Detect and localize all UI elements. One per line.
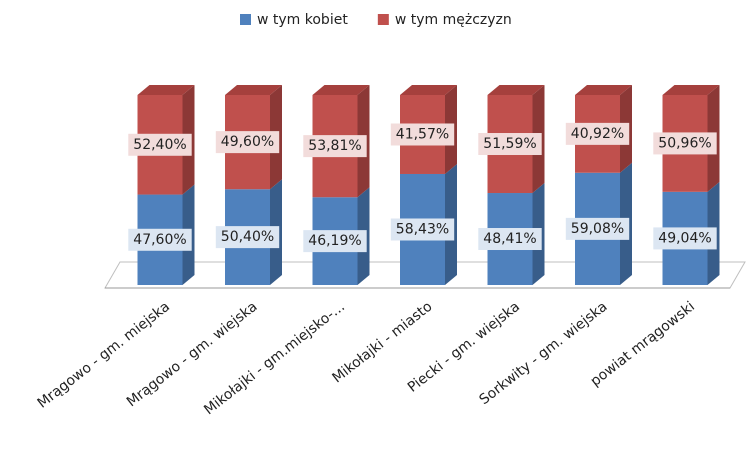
value-label-bg <box>128 228 192 251</box>
value-label: 46,19% <box>308 233 361 249</box>
bar-top <box>487 85 545 95</box>
value-label: 49,04% <box>658 230 711 246</box>
value-label-bg <box>390 218 455 241</box>
value-label: 41,57% <box>396 126 449 142</box>
value-label-bg <box>303 230 367 253</box>
bar-top <box>575 85 632 95</box>
value-label: 50,40% <box>221 229 274 245</box>
bar-top <box>225 85 282 95</box>
value-label-bg <box>478 133 542 156</box>
value-label-bg <box>653 227 717 250</box>
value-label: 52,40% <box>133 137 186 153</box>
value-label-bg <box>565 122 630 145</box>
value-label: 51,59% <box>483 136 536 152</box>
value-label-bg <box>128 133 192 156</box>
bar-top <box>400 85 457 95</box>
legend-label: w tym mężczyzn <box>395 12 512 28</box>
value-label: 40,92% <box>571 126 624 142</box>
value-label-bg <box>565 217 630 240</box>
value-label-bg <box>653 132 717 155</box>
value-label: 53,81% <box>308 138 361 154</box>
legend-label: w tym kobiet <box>257 12 348 28</box>
value-label: 58,43% <box>396 221 449 237</box>
bar-top <box>137 85 195 95</box>
value-label-bg <box>215 226 280 249</box>
value-label: 47,60% <box>133 232 186 248</box>
x-tick-label: Mikołajki - gm.miejsko-... <box>201 299 348 419</box>
legend-swatch <box>240 14 251 25</box>
bar-top <box>662 85 720 95</box>
value-label: 48,41% <box>483 231 536 247</box>
bar-top <box>312 85 370 95</box>
value-label-bg <box>390 123 455 146</box>
value-label-bg <box>215 131 280 154</box>
legend-swatch <box>377 14 389 25</box>
value-label-bg <box>303 135 367 158</box>
value-label: 49,60% <box>221 134 274 150</box>
value-label: 59,08% <box>571 221 624 237</box>
value-label: 50,96% <box>658 135 711 151</box>
value-label-bg <box>478 228 542 251</box>
